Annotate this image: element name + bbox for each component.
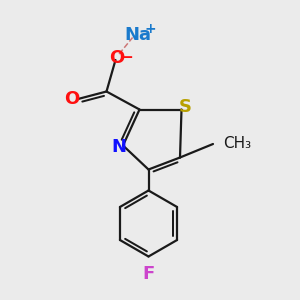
Text: S: S [179,98,192,116]
Text: CH₃: CH₃ [223,136,251,152]
Text: +: + [145,22,156,36]
Text: F: F [142,265,154,283]
Text: Na: Na [124,26,151,44]
Text: −: − [121,50,133,65]
Text: N: N [112,138,127,156]
Text: O: O [110,49,124,67]
Text: O: O [64,90,79,108]
